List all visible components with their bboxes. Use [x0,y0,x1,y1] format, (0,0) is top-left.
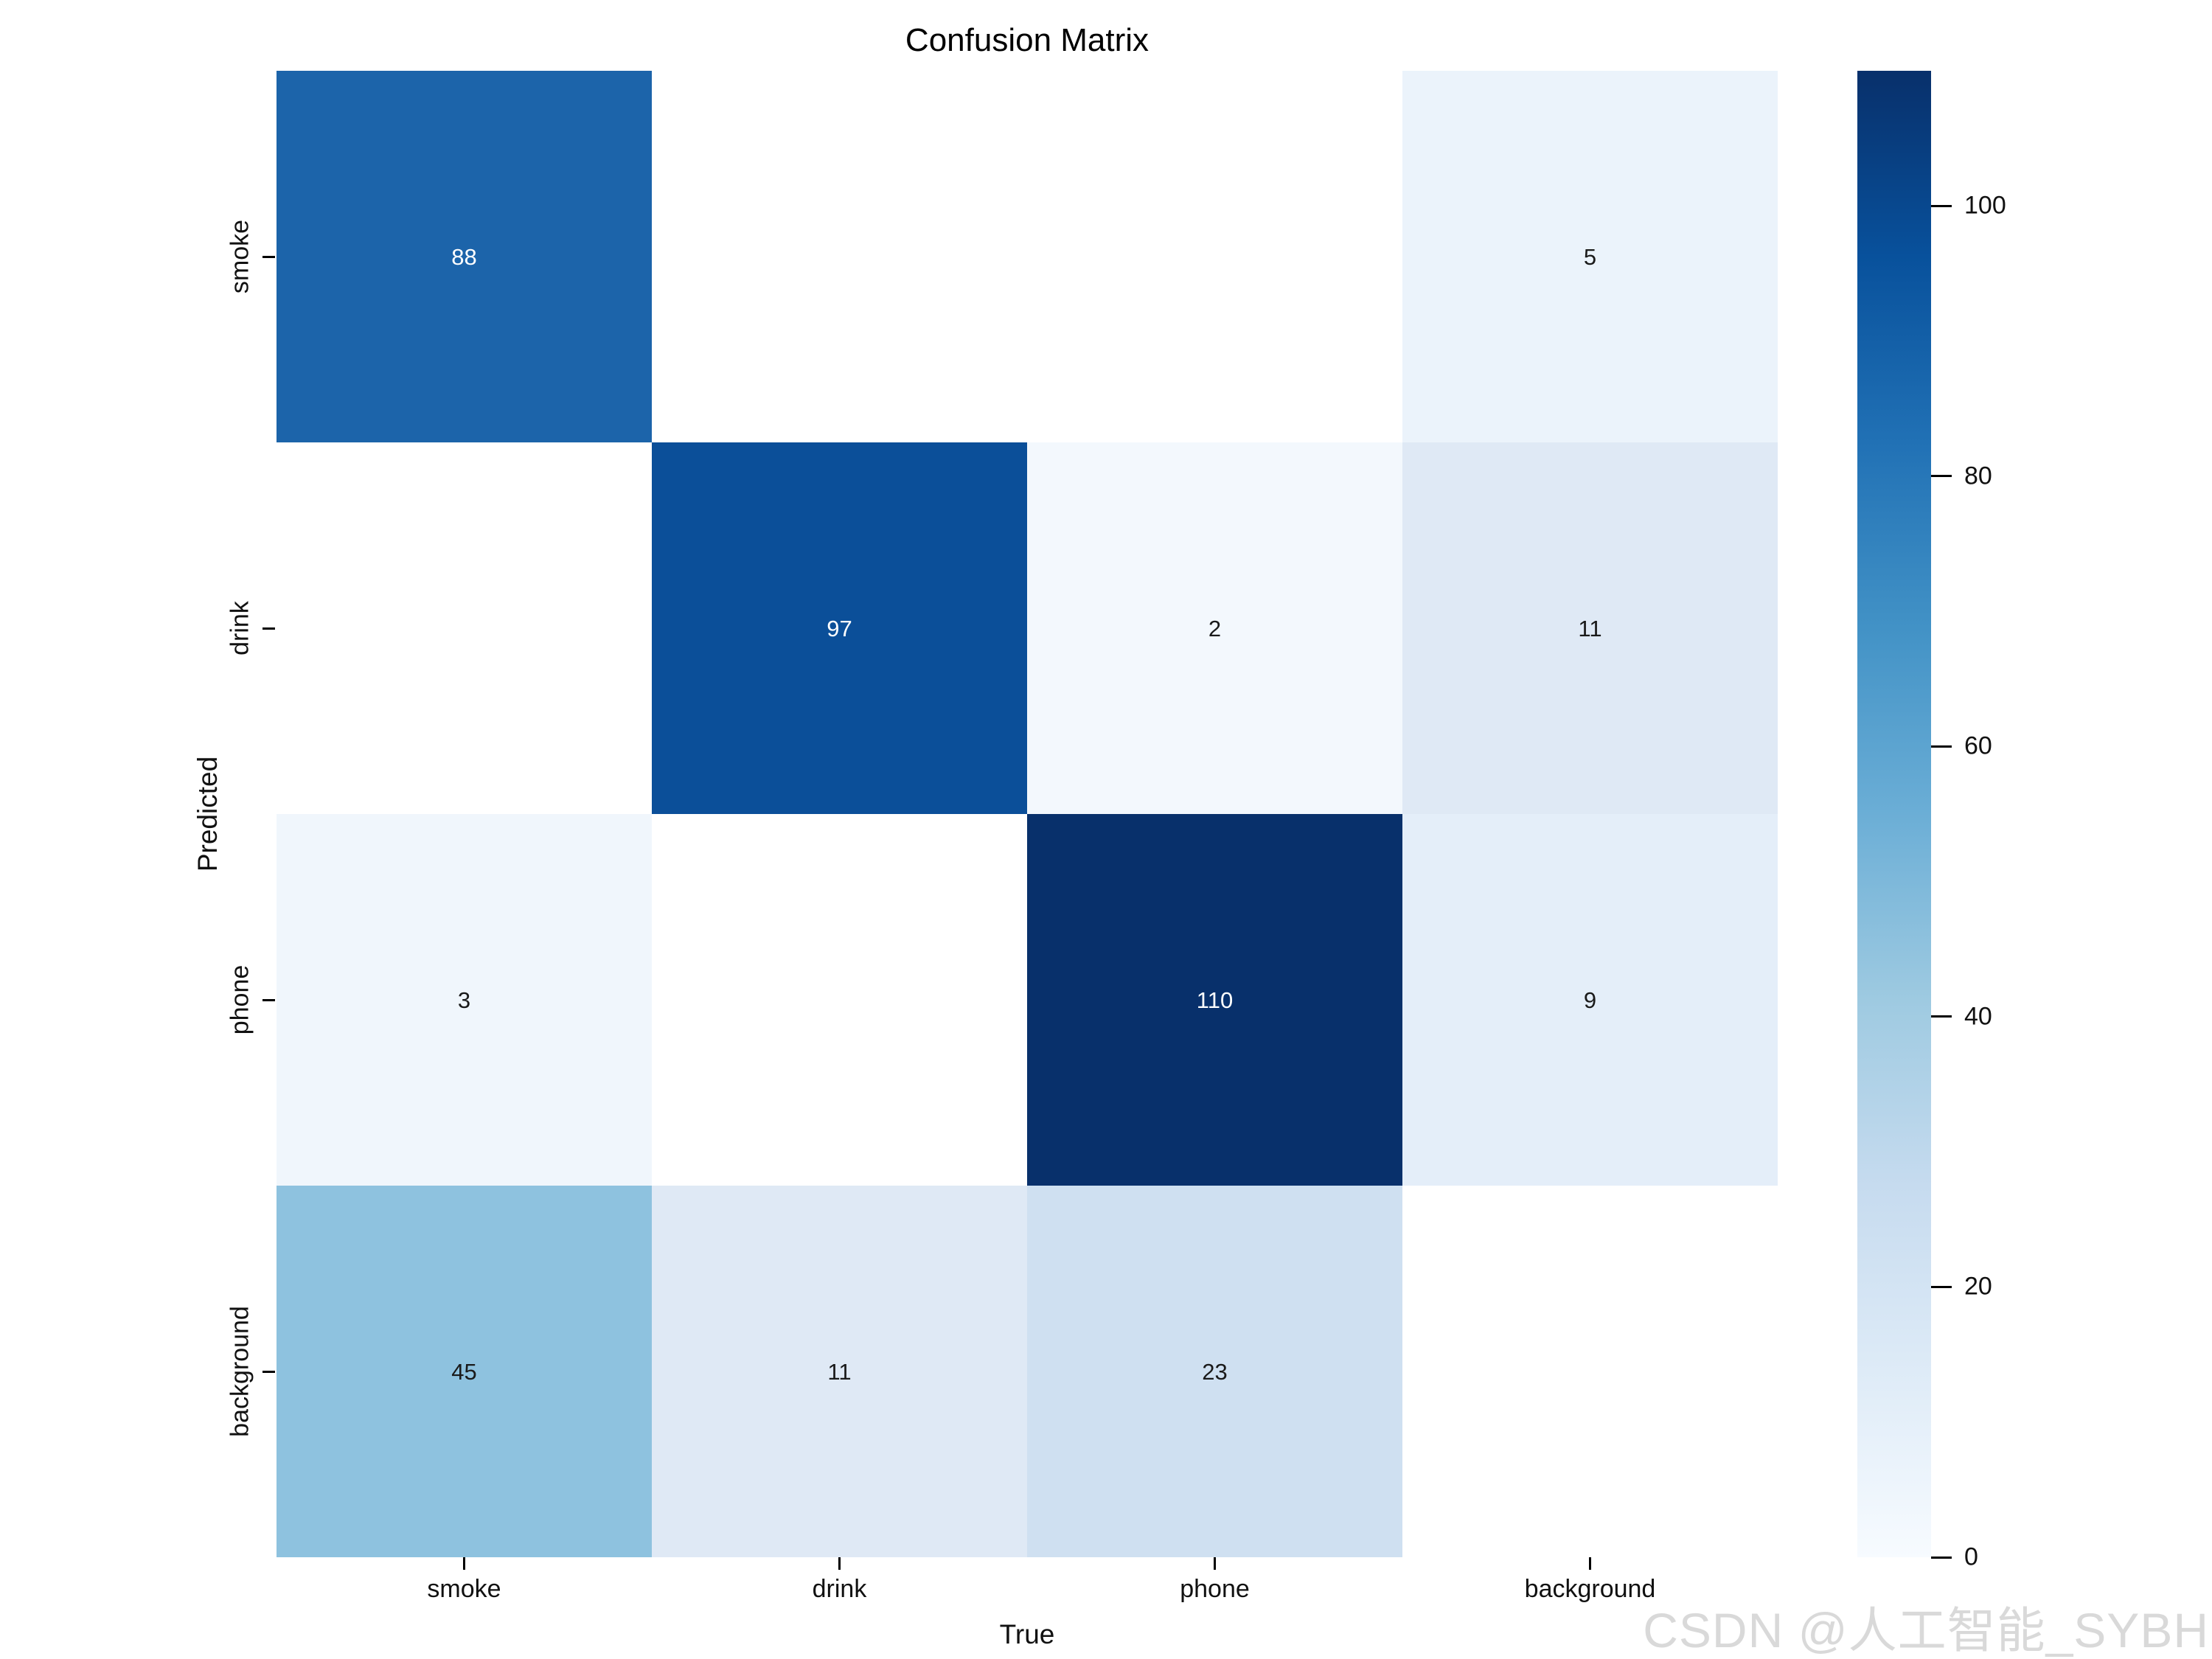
x-tick-label: smoke [427,1575,501,1603]
colorbar-tick-mark [1931,1285,1952,1288]
y-tick-label: drink [226,601,254,655]
cell-value: 11 [1578,615,1602,641]
colorbar-tick-label: 40 [1964,1002,1992,1031]
x-tick-mark [838,1557,841,1570]
colorbar-tick-label: 80 [1964,462,1992,490]
heatmap-cell [276,442,652,814]
colorbar-tick-label: 20 [1964,1272,1992,1301]
heatmap-cell: 11 [652,1186,1027,1557]
y-tick-mark [262,255,275,258]
heatmap-grid: 88 5 97 2 11 3 110 9 45 11 23 [276,71,1778,1557]
heatmap-cell: 23 [1027,1186,1402,1557]
heatmap-cell: 110 [1027,814,1402,1186]
heatmap-cell: 5 [1402,71,1778,442]
x-tick-mark [1214,1557,1216,1570]
heatmap-cell: 88 [276,71,652,442]
y-tick-label: smoke [226,219,254,294]
cell-value: 3 [457,987,471,1013]
heatmap-cell [1402,1186,1778,1557]
heatmap-cell: 11 [1402,442,1778,814]
cell-value: 2 [1208,615,1222,641]
cell-value: 45 [451,1358,477,1385]
colorbar-tick-mark [1931,745,1952,748]
heatmap-cell: 45 [276,1186,652,1557]
colorbar-tick-mark [1931,475,1952,478]
x-tick-label: phone [1180,1575,1250,1603]
chart-title: Confusion Matrix [905,22,1150,58]
x-tick-label: drink [812,1575,867,1603]
cell-value: 97 [827,615,852,641]
heatmap-cell: 3 [276,814,652,1186]
y-tick-label: phone [226,964,254,1035]
x-tick-mark [463,1557,465,1570]
y-axis-title: Predicted [192,756,223,872]
y-tick-mark [262,627,275,630]
x-axis-title: True [999,1619,1055,1649]
watermark: CSDN @人工智能_SYBH [1643,1603,2209,1658]
x-tick-mark [1589,1557,1591,1570]
cell-value: 23 [1202,1358,1228,1385]
y-tick-label: background [226,1306,254,1437]
colorbar-tick-label: 0 [1964,1543,1978,1571]
heatmap-cell: 9 [1402,814,1778,1186]
heatmap-cell: 2 [1027,442,1402,814]
cell-value: 88 [451,243,477,270]
cell-value: 9 [1583,987,1597,1013]
colorbar-tick-mark [1931,1015,1952,1018]
cell-value: 11 [827,1358,852,1385]
colorbar-tick-mark [1931,204,1952,207]
heatmap-cell [652,814,1027,1186]
y-tick-mark [262,998,275,1001]
cell-value: 5 [1583,243,1597,270]
cell-value: 110 [1196,987,1234,1013]
heatmap-cell [1027,71,1402,442]
colorbar [1857,71,1931,1557]
colorbar-tick-mark [1931,1556,1952,1559]
heatmap-cell: 97 [652,442,1027,814]
colorbar-tick-label: 60 [1964,731,1992,760]
y-tick-mark [262,1370,275,1373]
heatmap-cell [652,71,1027,442]
x-tick-label: background [1524,1575,1656,1603]
colorbar-tick-label: 100 [1964,191,2006,220]
